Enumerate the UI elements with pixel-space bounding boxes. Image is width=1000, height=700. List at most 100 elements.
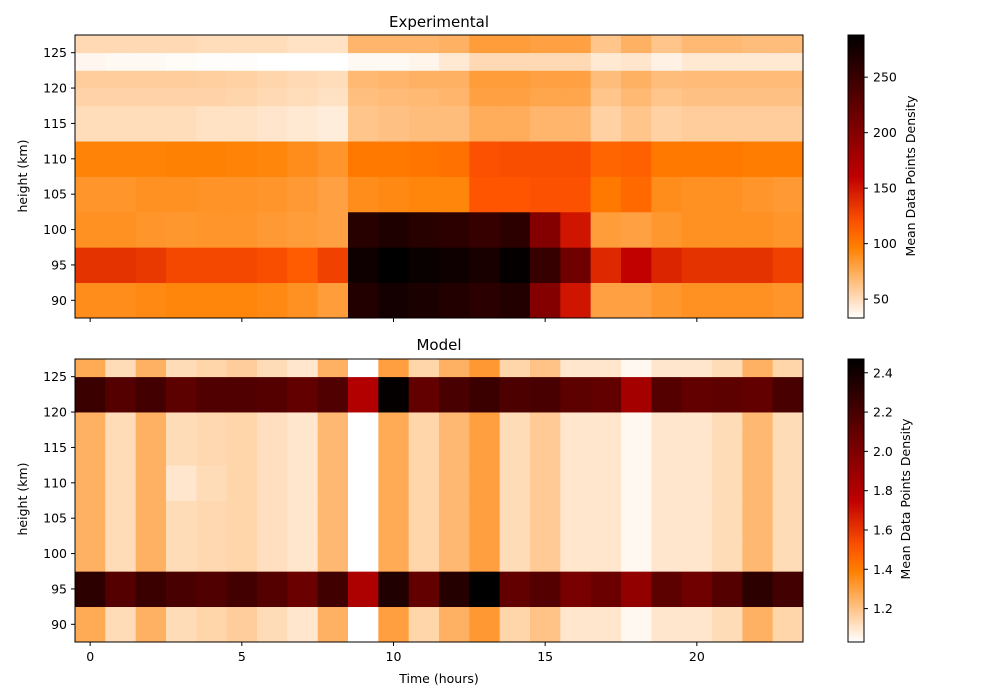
heatmap-cell [348, 606, 379, 643]
heatmap-cell [317, 247, 349, 284]
heatmap-cell [469, 465, 501, 501]
heatmap-cell [530, 429, 561, 466]
heatmap-cell [499, 88, 531, 107]
heatmap-cell [530, 88, 561, 107]
heatmap-cell [287, 359, 319, 378]
heatmap-cell [317, 141, 349, 177]
heatmap-cell [408, 376, 440, 413]
heatmap-cell [317, 500, 349, 537]
heatmap-cell [257, 141, 288, 177]
heatmap-cell [469, 412, 501, 431]
heatmap-cell [105, 376, 137, 413]
heatmap-cell [772, 500, 804, 537]
heatmap-cell [590, 35, 622, 54]
heatmap-cell [712, 500, 743, 537]
heatmap-cell [499, 211, 531, 248]
heatmap-cell [651, 105, 683, 142]
heatmap-cell [378, 376, 410, 413]
heatmap-cell [317, 105, 349, 142]
heatmap-cell [105, 500, 137, 537]
heatmap-cell [166, 52, 197, 71]
heatmap-cell [378, 211, 410, 248]
heatmap-cell [257, 535, 288, 572]
heatmap-cell [105, 535, 137, 572]
heatmap-cell [75, 247, 106, 284]
heatmap-cell [681, 500, 713, 537]
heatmap-cell [560, 141, 592, 177]
heatmap-cell [287, 88, 319, 107]
heatmap-cell [317, 52, 349, 71]
heatmap-cell [469, 247, 501, 284]
heatmap-cell [257, 35, 288, 54]
heatmap-cell [530, 282, 561, 319]
heatmap-cell [772, 429, 804, 466]
heatmap-cell [530, 376, 561, 413]
heatmap-cell [105, 247, 137, 284]
heatmap-cell [408, 282, 440, 319]
heatmap-cell [712, 282, 743, 319]
heatmap-cell [530, 211, 561, 248]
heatmap-cell [166, 500, 197, 537]
heatmap-cell [742, 105, 774, 142]
heatmap-cell [135, 500, 167, 537]
heatmap-cell [469, 571, 501, 608]
heatmap-cell [166, 35, 197, 54]
heatmap-cell [681, 606, 713, 643]
heatmap-cell [166, 535, 197, 572]
heatmap-cell [378, 571, 410, 608]
heatmap-cell [75, 465, 106, 501]
heatmap-cell [75, 141, 106, 177]
heatmap-cell [590, 282, 622, 319]
heatmap-cell [651, 88, 683, 107]
heatmap-cell [772, 88, 804, 107]
heatmap-cell [75, 70, 106, 89]
heatmap-cell [530, 412, 561, 431]
model-ylabel: height (km) [15, 463, 30, 536]
heatmap-cell [257, 88, 288, 107]
heatmap-cell [621, 465, 652, 501]
heatmap-cell [499, 176, 531, 213]
heatmap-cell [560, 535, 592, 572]
heatmap-cell [166, 176, 197, 213]
y-tick-label: 120 [43, 405, 67, 420]
heatmap-cell [317, 35, 349, 54]
heatmap-cell [590, 606, 622, 643]
heatmap-cell [135, 376, 167, 413]
colorbar-tick-label: 2.0 [873, 444, 893, 459]
heatmap-cell [712, 35, 743, 54]
heatmap-cell [712, 465, 743, 501]
heatmap-cell [621, 282, 652, 319]
heatmap-cell [105, 282, 137, 319]
heatmap-cell [439, 606, 470, 643]
heatmap-cell [408, 105, 440, 142]
heatmap-cell [105, 606, 137, 643]
y-tick-label: 95 [51, 581, 67, 596]
colorbar-tick-label: 200 [873, 125, 897, 140]
heatmap-cell [408, 52, 440, 71]
heatmap-cell [681, 88, 713, 107]
heatmap-cell [439, 88, 470, 107]
heatmap-cell [166, 571, 197, 608]
heatmap-cell [287, 70, 319, 89]
heatmap-cell [469, 176, 501, 213]
heatmap-cell [651, 429, 683, 466]
heatmap-cell [469, 70, 501, 89]
heatmap-cell [439, 211, 470, 248]
heatmap-cell [439, 429, 470, 466]
heatmap-cell [772, 176, 804, 213]
heatmap-cell [560, 282, 592, 319]
heatmap-cell [681, 282, 713, 319]
heatmap-cell [560, 359, 592, 378]
heatmap-cell [226, 429, 258, 466]
heatmap-cell [257, 429, 288, 466]
heatmap-cell [681, 412, 713, 431]
heatmap-cell [439, 535, 470, 572]
heatmap-cell [651, 500, 683, 537]
model-panel: Model 90 95 100 105 110 115 120 125 0 5 10 15 20 hei… [15, 336, 913, 664]
axes-frame [74, 34, 804, 319]
heatmap-cell [530, 105, 561, 142]
heatmap-cell [408, 141, 440, 177]
heatmap-cell [257, 465, 288, 501]
heatmap-cell [105, 141, 137, 177]
model-axes: 90 95 100 105 110 115 120 125 0 5 10 15 20 [43, 358, 804, 664]
